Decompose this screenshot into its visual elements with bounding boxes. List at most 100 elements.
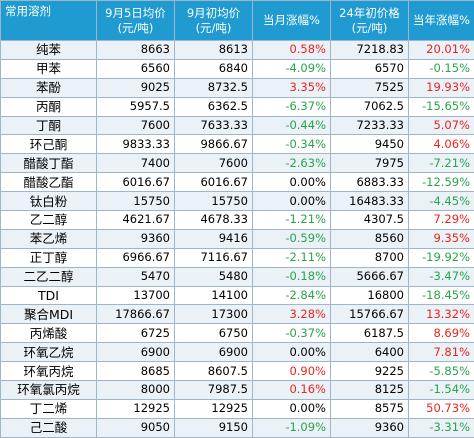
- product-name-cell: 环氧丙烷: [1, 362, 97, 381]
- year-change-cell: 50.73%: [409, 399, 474, 418]
- month-start-price-cell: 8607.5: [175, 362, 253, 381]
- year-start-price-cell: 8125: [331, 381, 409, 400]
- month-change-cell: -0.34%: [253, 135, 331, 154]
- month-start-price-cell: 8732.5: [175, 78, 253, 97]
- year-start-price-cell: 5666.67: [331, 267, 409, 286]
- spot-price-cell: 12925: [97, 399, 175, 418]
- spot-price-cell: 15750: [97, 192, 175, 211]
- year-start-price-cell: 6187.5: [331, 324, 409, 343]
- month-change-cell: 3.35%: [253, 78, 331, 97]
- year-start-price-cell: 8575: [331, 399, 409, 418]
- month-change-cell: -4.09%: [253, 59, 331, 78]
- spot-price-cell: 6966.67: [97, 248, 175, 267]
- product-name-cell: 钛白粉: [1, 192, 97, 211]
- year-change-cell: -7.21%: [409, 154, 474, 173]
- year-change-cell: -12.59%: [409, 173, 474, 192]
- year-change-cell: -4.45%: [409, 192, 474, 211]
- month-change-cell: 0.00%: [253, 399, 331, 418]
- month-start-price-cell: 4678.33: [175, 211, 253, 230]
- month-start-price-cell: 6750: [175, 324, 253, 343]
- year-change-cell: 7.81%: [409, 343, 474, 362]
- month-change-cell: -6.37%: [253, 97, 331, 116]
- header-spot-price-line1: 9月5日均价: [101, 6, 170, 21]
- month-change-cell: 0.90%: [253, 362, 331, 381]
- month-change-cell: -1.21%: [253, 211, 331, 230]
- year-change-cell: 5.07%: [409, 116, 474, 135]
- year-change-cell: -19.92%: [409, 248, 474, 267]
- spot-price-cell: 6725: [97, 324, 175, 343]
- month-change-cell: -0.44%: [253, 116, 331, 135]
- month-change-cell: 0.16%: [253, 381, 331, 400]
- year-start-price-cell: 7062.5: [331, 97, 409, 116]
- spot-price-cell: 8663: [97, 41, 175, 60]
- year-change-cell: -3.47%: [409, 267, 474, 286]
- spot-price-cell: 7400: [97, 154, 175, 173]
- spot-price-cell: 13700: [97, 286, 175, 305]
- spot-price-cell: 9360: [97, 229, 175, 248]
- year-change-cell: 4.06%: [409, 135, 474, 154]
- month-change-cell: -2.84%: [253, 286, 331, 305]
- product-name-cell: 乙二醇: [1, 211, 97, 230]
- product-name-cell: 丙酮: [1, 97, 97, 116]
- month-start-price-cell: 7633.33: [175, 116, 253, 135]
- month-start-price-cell: 6362.5: [175, 97, 253, 116]
- month-start-price-cell: 6900: [175, 343, 253, 362]
- year-change-cell: -1.54%: [409, 381, 474, 400]
- product-name-cell: 正丁醇: [1, 248, 97, 267]
- year-change-cell: 7.29%: [409, 211, 474, 230]
- product-name-cell: 醋酸丁酯: [1, 154, 97, 173]
- header-year-start-line2: (元/吨): [335, 21, 404, 36]
- product-name-cell: 环氧乙烷: [1, 343, 97, 362]
- year-change-cell: -3.31%: [409, 418, 474, 437]
- header-year-start-price: 24年初价格 (元/吨): [331, 1, 409, 41]
- spot-price-cell: 6560: [97, 59, 175, 78]
- year-start-price-cell: 8560: [331, 229, 409, 248]
- month-start-price-cell: 12925: [175, 399, 253, 418]
- product-name-cell: 纯苯: [1, 41, 97, 60]
- year-start-price-cell: 7233.33: [331, 116, 409, 135]
- year-start-price-cell: 4307.5: [331, 211, 409, 230]
- year-start-price-cell: 15766.67: [331, 305, 409, 324]
- year-change-cell: 20.01%: [409, 41, 474, 60]
- year-change-cell: -0.15%: [409, 59, 474, 78]
- header-spot-price-line2: (元/吨): [101, 21, 170, 36]
- year-change-cell: 9.35%: [409, 229, 474, 248]
- header-month-start-line2: (元/吨): [179, 21, 248, 36]
- year-change-cell: 8.69%: [409, 324, 474, 343]
- month-start-price-cell: 5480: [175, 267, 253, 286]
- spot-price-cell: 9025: [97, 78, 175, 97]
- product-name-cell: 己二酸: [1, 418, 97, 437]
- table-header-row: 常用溶剂 9月5日均价 (元/吨) 9月初均价 (元/吨) 当月涨幅% 24年初…: [1, 1, 474, 41]
- product-name-cell: 苯乙烯: [1, 229, 97, 248]
- spot-price-cell: 6016.67: [97, 173, 175, 192]
- month-start-price-cell: 7987.5: [175, 381, 253, 400]
- spot-price-cell: 6900: [97, 343, 175, 362]
- product-name-cell: 环氧氯丙烷: [1, 381, 97, 400]
- header-spot-price: 9月5日均价 (元/吨): [97, 1, 175, 41]
- month-start-price-cell: 14100: [175, 286, 253, 305]
- year-start-price-cell: 6883.33: [331, 173, 409, 192]
- month-change-cell: -0.37%: [253, 324, 331, 343]
- year-change-cell: -5.85%: [409, 362, 474, 381]
- month-start-price-cell: 9866.67: [175, 135, 253, 154]
- spot-price-cell: 9050: [97, 418, 175, 437]
- year-start-price-cell: 7525: [331, 78, 409, 97]
- month-change-cell: 0.00%: [253, 173, 331, 192]
- spot-price-cell: 5957.5: [97, 97, 175, 116]
- year-change-cell: -18.45%: [409, 286, 474, 305]
- spot-price-cell: 9833.33: [97, 135, 175, 154]
- month-change-cell: -0.59%: [253, 229, 331, 248]
- product-name-cell: TDI: [1, 286, 97, 305]
